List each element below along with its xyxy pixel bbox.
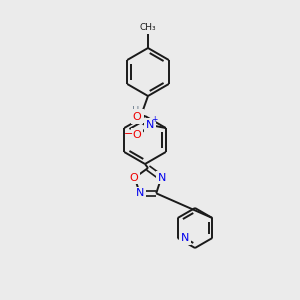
Text: N: N — [181, 233, 189, 243]
Text: −: − — [124, 129, 134, 139]
Text: N: N — [158, 173, 166, 183]
Text: O: O — [132, 130, 141, 140]
Text: N: N — [146, 120, 154, 130]
Text: CH₃: CH₃ — [140, 23, 156, 32]
Text: O: O — [129, 173, 138, 183]
Text: N: N — [136, 188, 144, 198]
Text: H: H — [132, 106, 140, 116]
Text: O: O — [132, 112, 141, 122]
Text: N: N — [134, 111, 142, 121]
Text: +: + — [152, 116, 158, 124]
